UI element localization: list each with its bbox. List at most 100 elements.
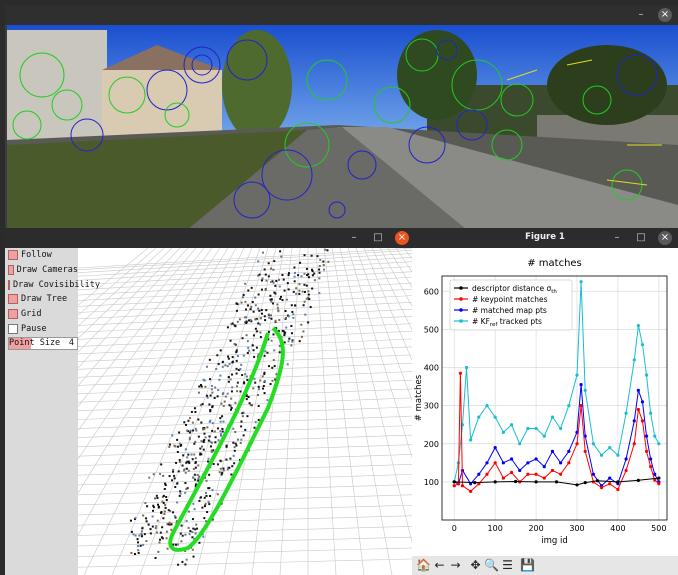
series-point — [644, 434, 649, 438]
series-point — [477, 472, 481, 476]
x-tick-label: 200 — [528, 524, 543, 533]
series-point — [534, 480, 538, 484]
draw-covisibility-label: Draw Covisibility — [13, 279, 100, 290]
grid-checkbox[interactable] — [8, 309, 18, 320]
series-point — [458, 371, 463, 375]
draw-covisibility-toggle[interactable]: Draw Covisibility — [5, 277, 100, 292]
legend-box — [449, 279, 573, 331]
series-line — [454, 373, 660, 493]
series-point — [649, 465, 653, 469]
series-point — [567, 461, 571, 465]
zoom-icon[interactable]: 🔍 — [484, 558, 499, 572]
maximize-button[interactable]: □ — [636, 232, 646, 243]
matplotlib-toolbar: 🏠 ← → ✥ 🔍 ☰ 💾 — [412, 556, 678, 575]
legend-marker — [459, 286, 463, 290]
series-point — [559, 461, 563, 465]
series-point — [579, 383, 583, 387]
point-cloud-map[interactable] — [78, 248, 415, 575]
series-point — [624, 468, 628, 473]
home-icon[interactable]: 🏠 — [416, 558, 431, 572]
minimize-button[interactable]: – — [638, 9, 644, 20]
series-point — [632, 419, 636, 423]
series-point — [493, 415, 497, 419]
series-point — [595, 479, 600, 483]
map-viewer-window: – □ × Follow Draw Cameras Draw Covisibil… — [5, 228, 415, 575]
series-point — [501, 430, 505, 434]
draw-tree-checkbox[interactable] — [8, 294, 18, 305]
legend-label: descriptor distance σth — [472, 284, 557, 295]
series-point — [469, 489, 473, 494]
series-point — [542, 465, 546, 469]
x-tick-label: 0 — [452, 524, 457, 533]
series-point — [575, 373, 579, 377]
series-point — [599, 453, 604, 457]
series-point — [542, 434, 546, 438]
forward-arrow-icon[interactable]: → — [450, 558, 461, 572]
figure-titlebar[interactable]: Figure 1 – □ × — [412, 228, 678, 248]
series-point — [542, 476, 546, 480]
close-button[interactable]: × — [395, 231, 409, 245]
back-arrow-icon[interactable]: ← — [434, 558, 445, 572]
x-tick-label: 500 — [651, 524, 666, 533]
draw-cameras-checkbox[interactable] — [8, 265, 14, 276]
matches-chart: # matches 0 100 200 300 400 500 100 200 300 400 500… — [412, 248, 678, 556]
pause-label: Pause — [21, 323, 47, 334]
map-points — [129, 248, 330, 566]
y-tick-label: 100 — [424, 478, 439, 487]
minimize-button[interactable]: – — [351, 232, 357, 243]
series-point — [636, 323, 640, 328]
series-point — [452, 484, 456, 488]
follow-checkbox[interactable] — [8, 250, 18, 261]
series-point — [550, 415, 555, 419]
series-point — [518, 468, 522, 473]
series-point — [559, 426, 563, 431]
series-point — [591, 472, 595, 476]
pause-checkbox[interactable] — [8, 323, 18, 334]
viewer-control-panel: Follow Draw Cameras Draw Covisibility Dr… — [5, 248, 100, 575]
series-point — [657, 442, 661, 446]
pan-icon[interactable]: ✥ — [470, 558, 481, 572]
series-point — [636, 388, 640, 392]
close-button[interactable]: × — [658, 231, 672, 245]
point-size-slider[interactable]: Point Size 4 — [8, 336, 78, 350]
follow-toggle[interactable]: Follow — [5, 248, 78, 263]
point-size-value: 4 — [68, 338, 74, 349]
grid-toggle[interactable]: Grid — [5, 307, 78, 322]
series-point — [550, 468, 555, 473]
series-point — [653, 472, 657, 476]
draw-cameras-label: Draw Cameras — [16, 265, 78, 276]
series-point — [608, 482, 612, 486]
series-point — [518, 442, 522, 446]
series-point — [616, 487, 620, 492]
series-point — [616, 453, 620, 457]
camera-window-titlebar[interactable]: – × — [5, 5, 678, 25]
close-button[interactable]: × — [658, 8, 672, 22]
x-tick-label: 300 — [569, 524, 584, 533]
minimize-button[interactable]: – — [614, 232, 620, 243]
draw-tree-toggle[interactable]: Draw Tree — [5, 292, 78, 307]
y-tick-label: 300 — [424, 402, 439, 411]
perspective-grid — [78, 248, 415, 575]
legend-marker — [459, 319, 463, 323]
save-icon[interactable]: 💾 — [520, 558, 535, 572]
camera-trajectory — [168, 326, 285, 552]
map-3d-view[interactable] — [78, 248, 415, 575]
configure-subplots-icon[interactable]: ☰ — [502, 558, 513, 572]
series-point — [550, 449, 555, 453]
camera-frame — [7, 25, 678, 230]
point-size-label: Point Size — [9, 338, 61, 349]
series-point — [452, 480, 456, 484]
map-viewer-titlebar[interactable]: – □ × — [5, 228, 415, 248]
series-point — [554, 480, 559, 484]
series-point — [636, 407, 640, 412]
series-point — [509, 470, 514, 474]
series-point — [608, 476, 612, 480]
maximize-button[interactable]: □ — [373, 232, 383, 243]
draw-cameras-toggle[interactable]: Draw Cameras — [5, 263, 78, 278]
series-point — [599, 485, 604, 490]
draw-covisibility-checkbox[interactable] — [8, 279, 10, 290]
series-point — [567, 404, 571, 408]
series-point — [567, 449, 571, 453]
legend-label: # KFref tracked pts — [472, 317, 542, 328]
pause-toggle[interactable]: Pause — [5, 321, 78, 336]
